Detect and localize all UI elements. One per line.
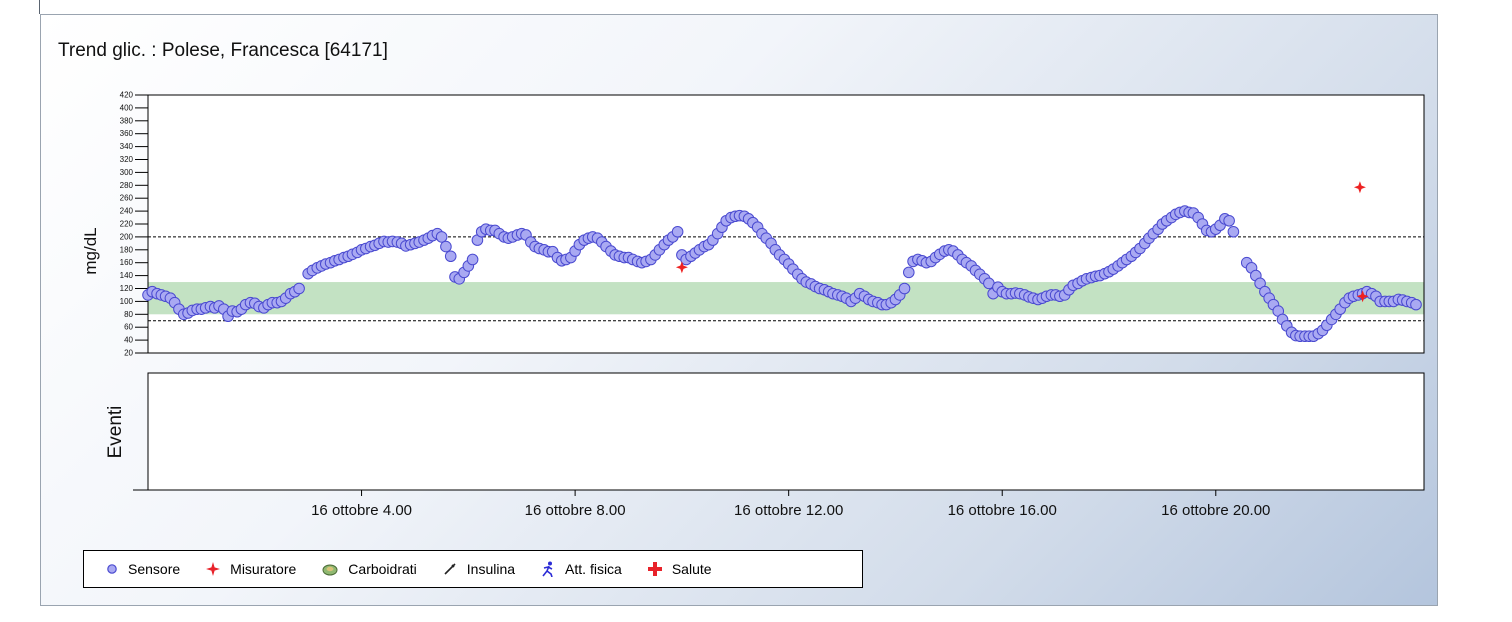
y-tick-label: 360 <box>120 129 134 138</box>
y-tick-label: 380 <box>120 116 134 125</box>
sensor-point <box>444 250 457 263</box>
health-event-point <box>1353 181 1366 194</box>
legend-item-carboidrati: Carboidrati <box>322 561 417 577</box>
y-tick-label: 260 <box>120 194 134 203</box>
legend-item-misuratore: Misuratore <box>206 561 296 577</box>
window-edge-line <box>39 0 40 14</box>
legend-label: Salute <box>671 561 712 577</box>
y-tick-label: 120 <box>120 284 134 293</box>
sensor-point <box>293 282 305 295</box>
y-tick-label: 160 <box>120 258 134 267</box>
y-tick-label: 80 <box>124 310 133 319</box>
legend: Sensore Misuratore Carboidrati Insulina … <box>83 550 863 588</box>
y-axis-label: mg/dL <box>81 227 100 274</box>
y-tick-label: 200 <box>120 232 134 241</box>
y-tick-label: 300 <box>120 168 134 177</box>
chart-title: Trend glic. : Polese, Francesca [64171] <box>58 40 388 61</box>
sensor-point <box>1410 298 1422 311</box>
y-tick-label: 60 <box>124 323 133 332</box>
y-tick-label: 180 <box>120 245 134 254</box>
y-tick-label: 240 <box>120 207 134 216</box>
legend-label: Insulina <box>466 561 516 577</box>
circle-icon <box>107 564 117 574</box>
x-tick-label: 16 ottobre 20.00 <box>1161 502 1270 519</box>
y-tick-label: 280 <box>120 181 134 190</box>
sensor-point <box>1227 225 1240 238</box>
y-tick-label: 100 <box>120 297 134 306</box>
four-point-star-icon <box>206 562 221 576</box>
y-tick-label: 20 <box>124 349 133 358</box>
syringe-icon <box>444 563 456 575</box>
legend-label: Att. fisica <box>565 561 622 577</box>
target-range-band <box>148 282 1424 315</box>
y-tick-label: 220 <box>120 220 134 229</box>
sensor-point <box>440 240 452 253</box>
y-tick-label: 340 <box>120 142 134 151</box>
meter-point <box>1356 290 1369 303</box>
sensor-point <box>466 253 479 266</box>
legend-label: Sensore <box>128 561 181 577</box>
sensor-point <box>898 282 911 295</box>
x-tick-label: 16 ottobre 16.00 <box>948 502 1057 519</box>
legend-label: Carboidrati <box>348 561 417 577</box>
y-tick-label: 320 <box>120 155 134 164</box>
x-tick-label: 16 ottobre 4.00 <box>311 502 412 519</box>
running-person-icon <box>542 561 553 577</box>
events-plot-area <box>147 372 1425 491</box>
meter-point <box>675 261 688 274</box>
y-tick-label: 40 <box>124 336 133 345</box>
sensor-point <box>1223 214 1235 227</box>
y-tick-label: 420 <box>120 91 134 100</box>
x-tick-label: 16 ottobre 12.00 <box>734 502 843 519</box>
legend-item-insulina: Insulina <box>443 561 515 577</box>
sensor-point <box>671 225 684 238</box>
legend-item-sensore: Sensore <box>106 561 180 577</box>
sensor-point <box>435 231 448 243</box>
events-axis-label: Eventi <box>105 406 126 459</box>
y-tick-label: 140 <box>120 271 134 280</box>
legend-label: Misuratore <box>230 561 297 577</box>
legend-item-salute: Salute <box>647 561 712 577</box>
medical-cross-icon <box>647 562 662 576</box>
y-tick-label: 400 <box>120 103 134 112</box>
food-plate-icon <box>322 564 338 576</box>
sensor-point <box>902 266 915 279</box>
legend-item-att-fisica: Att. fisica <box>541 561 622 577</box>
x-tick-label: 16 ottobre 8.00 <box>525 502 626 519</box>
